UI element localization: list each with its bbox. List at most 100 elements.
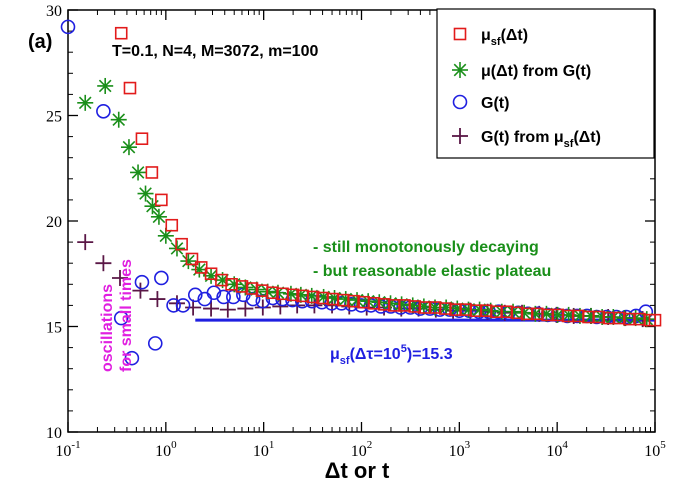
- data-point-mu-sf: [306, 290, 320, 304]
- data-point-mu-sf: [418, 301, 432, 314]
- data-point-G: [206, 285, 222, 301]
- legend-marker-G: [452, 94, 468, 110]
- x-tick-label: 103: [449, 439, 471, 460]
- data-point-mu-from-G: [150, 208, 167, 225]
- data-point-mu-from-G-d2: [139, 187, 152, 200]
- panel-label: (a): [28, 31, 52, 53]
- data-point-G: [216, 289, 231, 305]
- data-point-mu-from-G: [137, 185, 154, 202]
- data-point-mu-sf: [469, 304, 483, 317]
- data-point-mu-from-G-d2: [122, 140, 136, 154]
- data-point-mu-from-G: [144, 198, 161, 215]
- data-point-mu-sf: [123, 81, 137, 95]
- data-point-G-from-mu: [219, 301, 236, 318]
- legend-mu-sf-suffix: (Δt): [501, 27, 528, 44]
- data-point-mu-sf: [377, 298, 391, 311]
- data-point-G: [187, 287, 203, 303]
- legend-g-from-mu-suffix: (Δt): [573, 129, 600, 146]
- data-point-mu-sf: [185, 252, 199, 266]
- legend-marker-G-from-mu: [452, 128, 468, 144]
- legend-entry-mu-sf: μsf(Δt): [481, 27, 528, 48]
- data-point-G: [175, 298, 191, 313]
- data-point-mu-from-G-d2: [98, 79, 112, 93]
- data-point-mu-from-G-d2: [112, 113, 126, 127]
- data-point-G: [124, 350, 140, 366]
- data-point-mu-sf: [286, 288, 300, 302]
- legend-entry-mu-from-g: μ(Δt) from G(t): [481, 63, 591, 80]
- data-point-mu-from-G: [130, 164, 147, 181]
- legend-mu-sf-sub: sf: [491, 36, 501, 48]
- data-point-G: [113, 310, 129, 326]
- legend: μsf(Δt) μ(Δt) from G(t) G(t) G(t) from μ…: [436, 8, 655, 159]
- data-point-mu-from-G: [638, 311, 655, 328]
- plateau-value-label: μsf(Δτ=105)=15.3: [330, 343, 453, 367]
- y-tick-label: 25: [46, 109, 62, 126]
- data-point-mu-sf: [175, 237, 188, 251]
- legend-mu-sf-text: μ: [481, 27, 491, 44]
- legend-g-from-mu-sub: sf: [564, 138, 574, 150]
- plateau-label-mid: (Δτ=10: [350, 346, 401, 363]
- data-point-mu-sf: [145, 166, 159, 179]
- legend-marker-mu-from-G-d2: [453, 63, 467, 77]
- annotation-monotonous: - still monotonously decaying: [313, 239, 539, 256]
- data-point-mu-sf: [266, 286, 279, 300]
- data-point-mu-sf: [194, 261, 208, 274]
- data-point-mu-from-G: [337, 291, 354, 308]
- data-point-mu-from-G-d2: [78, 96, 92, 110]
- data-point-mu-from-G: [180, 253, 197, 270]
- data-point-G-from-mu: [132, 282, 149, 299]
- annotation-small-times: for small times: [118, 259, 135, 372]
- data-point-mu-sf: [347, 294, 360, 308]
- data-point-mu-from-G: [237, 279, 254, 296]
- x-tick-label: 101: [253, 439, 275, 460]
- data-point-mu-sf: [648, 313, 662, 327]
- plateau-label-mu: μ: [330, 346, 340, 363]
- data-point-mu-from-G-d2: [182, 254, 195, 268]
- x-tick-label: 102: [351, 439, 373, 460]
- annotation-plateau: - but reasonable elastic plateau: [313, 263, 551, 280]
- data-point-G-from-mu: [77, 234, 94, 251]
- chart-title: T=0.1, N=4, M=3072, m=100: [112, 43, 318, 60]
- plateau-label-sup: 5: [401, 343, 407, 355]
- data-point-G: [166, 298, 181, 313]
- data-point-G: [96, 103, 111, 119]
- series-layer: [60, 19, 662, 366]
- data-point-mu-sf: [215, 273, 228, 287]
- data-point-mu-sf: [204, 267, 218, 281]
- data-point-G: [147, 336, 163, 351]
- legend-g-from-mu-text: G(t) from μ: [481, 129, 564, 146]
- legend-marker-mu-from-G: [452, 62, 468, 78]
- y-tick-label: 30: [46, 3, 62, 20]
- data-point-mu-from-G: [77, 94, 94, 111]
- data-point-mu-sf: [439, 302, 452, 315]
- data-point-G-from-mu: [149, 291, 166, 308]
- data-point-mu-sf: [155, 193, 168, 207]
- data-point-mu-from-G-d2: [131, 166, 145, 179]
- data-point-mu-sf: [592, 310, 606, 324]
- data-point-mu-from-G: [120, 139, 137, 156]
- legend-markers: [452, 27, 468, 144]
- x-tick-label: 10-1: [55, 439, 80, 460]
- data-point-G-from-mu: [306, 297, 323, 314]
- data-point-G: [134, 274, 150, 290]
- data-point-mu-sf: [114, 26, 128, 40]
- data-point-G-from-mu: [237, 300, 254, 317]
- data-point-G-from-mu: [203, 300, 220, 317]
- data-point-mu-sf: [367, 296, 381, 310]
- data-point-mu-sf: [490, 305, 503, 319]
- data-point-mu-sf: [551, 308, 565, 322]
- data-point-mu-from-G-d2: [170, 242, 184, 255]
- data-point-mu-from-G: [97, 77, 114, 94]
- data-point-G-from-mu: [95, 255, 112, 272]
- data-point-mu-sf: [135, 132, 149, 146]
- data-point-mu-from-G-d2: [152, 210, 166, 224]
- y-tick-label: 15: [46, 320, 62, 337]
- data-point-G-from-mu: [185, 299, 202, 316]
- x-tick-label: 100: [155, 439, 177, 460]
- data-point-mu-sf: [449, 303, 462, 316]
- data-point-G: [154, 270, 169, 286]
- legend-marker-mu-sf: [453, 27, 467, 41]
- data-point-mu-sf: [510, 306, 524, 320]
